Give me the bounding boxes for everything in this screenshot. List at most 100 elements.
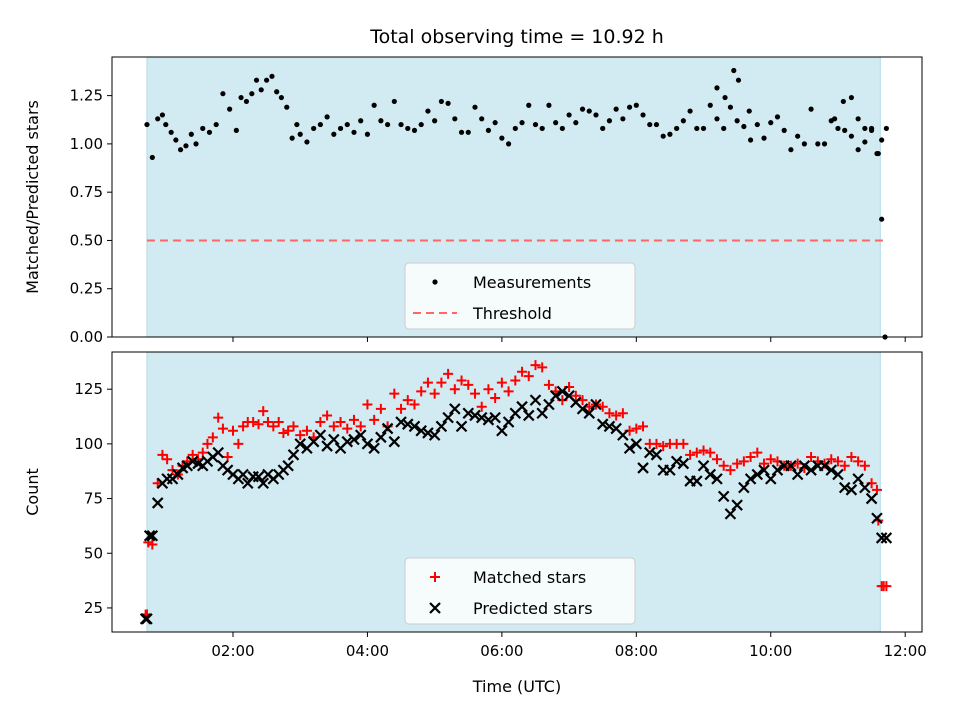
measurements-point <box>842 127 848 133</box>
matched-stars-point <box>213 412 224 423</box>
predicted-stars-point <box>603 420 616 433</box>
legend-marker <box>432 279 438 285</box>
matched-stars-point <box>238 421 249 432</box>
matched-stars-point <box>187 449 198 460</box>
matched-stars-point <box>207 432 218 443</box>
matched-stars-point <box>691 447 702 458</box>
matched-stars-point <box>342 423 353 434</box>
matched-stars-point <box>752 447 763 458</box>
matched-stars-point <box>537 362 548 373</box>
predicted-stars-point <box>711 473 723 485</box>
predicted-stars-point <box>670 455 683 468</box>
measurements-point <box>868 125 875 132</box>
measurements-point <box>149 154 155 161</box>
measurements-point <box>808 106 814 112</box>
measurements-point <box>875 150 881 157</box>
matched-stars-point <box>202 438 213 449</box>
measurements-point <box>579 106 586 112</box>
predicted-stars-point <box>489 411 501 424</box>
matched-stars-point <box>335 417 346 427</box>
measurements-point <box>168 129 174 135</box>
measurements-point <box>173 137 179 143</box>
measurements-point <box>284 104 290 110</box>
predicted-stars-point <box>502 416 515 428</box>
matched-stars-point <box>826 454 837 465</box>
measurements-point <box>499 135 505 141</box>
matched-stars-point <box>483 384 494 395</box>
measurements-point <box>741 123 747 130</box>
matched-stars-point <box>530 360 541 371</box>
measurements-point <box>821 141 828 147</box>
predicted-stars-point <box>623 442 636 455</box>
measurements-point <box>680 118 686 124</box>
measurements-point <box>391 98 397 105</box>
predicted-stars-point <box>650 449 663 461</box>
matched-stars-point <box>678 438 689 449</box>
measurements-point <box>364 131 371 137</box>
matched-stars-point <box>543 379 554 390</box>
measurements-point <box>788 147 794 153</box>
matched-stars-point <box>745 452 756 462</box>
y-axis-label: Matched/Predicted stars <box>23 100 42 294</box>
y-tick-label: 75 <box>84 490 103 508</box>
matched-stars-point <box>375 403 386 414</box>
measurements-point <box>746 108 752 114</box>
matched-stars-point <box>698 445 709 456</box>
predicted-stars-point <box>401 418 414 430</box>
predicted-stars-point <box>462 407 475 420</box>
predicted-stars-point <box>697 459 710 472</box>
predicted-stars-point <box>637 462 649 474</box>
predicted-stars-point <box>805 464 817 476</box>
x-tick-label: 06:00 <box>480 642 523 660</box>
matched-stars-point <box>711 454 722 465</box>
predicted-stars-point <box>415 424 427 437</box>
predicted-stars-point <box>724 508 737 520</box>
predicted-stars-point <box>172 468 184 481</box>
measurements-point <box>289 135 295 141</box>
measurements-point <box>220 91 226 97</box>
predicted-stars-point <box>865 492 878 505</box>
matched-stars-point <box>443 368 454 379</box>
axes-frame <box>111 351 923 633</box>
matched-stars-point <box>315 417 326 427</box>
predicted-stars-point <box>818 459 831 472</box>
matched-stars-point <box>288 421 299 432</box>
measurements-point <box>418 121 424 128</box>
matched-stars-point <box>806 452 817 462</box>
measurements-point <box>835 125 841 132</box>
x-tick-label: 12:00 <box>884 642 927 660</box>
predicted-stars-point <box>428 429 441 441</box>
matched-stars-point <box>759 458 770 469</box>
measurements-point <box>687 108 693 114</box>
predicted-stars-point <box>449 403 461 415</box>
measurements-point <box>324 114 330 120</box>
measurements-point <box>398 121 404 128</box>
measurements-point <box>633 102 639 108</box>
legend-box <box>404 262 636 330</box>
matched-stars-point <box>463 379 474 390</box>
legend-box <box>404 557 636 625</box>
measurements-point <box>553 120 559 126</box>
matched-stars-point <box>348 414 359 425</box>
measurements-point <box>479 116 485 122</box>
measurements-point <box>206 129 213 135</box>
measurements-point <box>539 125 545 132</box>
predicted-stars-point <box>543 398 555 411</box>
legend-label: Threshold <box>472 304 552 323</box>
predicted-stars-point <box>871 512 883 525</box>
predicted-stars-point <box>880 532 893 544</box>
measurements-point <box>731 67 737 74</box>
measurements-point <box>606 118 613 124</box>
measurements-point <box>620 116 626 122</box>
matched-stars-point <box>638 421 649 432</box>
measurements-point <box>472 104 478 110</box>
measurements-point <box>163 121 169 128</box>
measurements-point <box>177 147 184 153</box>
legend-marker <box>429 602 441 614</box>
measurements-point <box>586 108 592 114</box>
matched-stars-point <box>705 447 716 458</box>
predicted-stars-point <box>516 400 528 413</box>
measurements-point <box>883 125 889 132</box>
predicted-stars-point <box>395 416 407 428</box>
measurements-point <box>213 121 219 128</box>
